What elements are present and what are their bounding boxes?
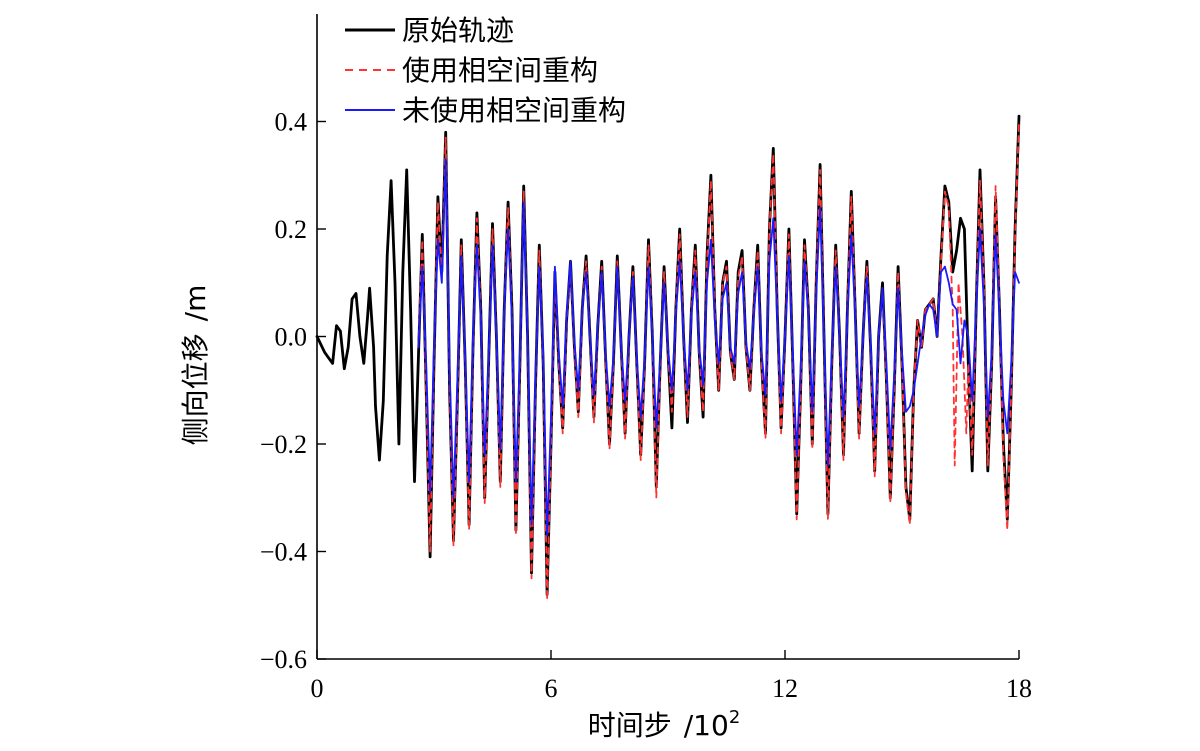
x-axis-unit-exponent: 2: [729, 707, 740, 728]
y-axis-label: 侧向位移: [179, 333, 212, 445]
y-axis-unit: /m: [179, 285, 212, 322]
y-axis-title: 侧向位移/m: [179, 285, 212, 446]
x-tick-label: 6: [545, 674, 558, 703]
legend-label-1: 原始轨迹: [402, 14, 514, 47]
y-tick-label: −0.4: [260, 538, 307, 567]
x-axis-unit: /10: [684, 709, 729, 742]
legend-label-3: 未使用相空间重构: [402, 94, 626, 127]
y-tick-label: 0.0: [275, 323, 308, 352]
series-group: [315, 114, 1021, 601]
series-line-2: [417, 120, 1020, 601]
y-tick-label: −0.2: [260, 430, 307, 459]
x-tick-label: 18: [1006, 674, 1032, 703]
y-tick-label: 0.4: [275, 108, 308, 137]
x-tick-label: 12: [772, 674, 798, 703]
legend-label-2: 使用相空间重构: [402, 54, 598, 87]
y-tick-label: −0.6: [260, 645, 307, 674]
series-line-3: [417, 158, 1020, 537]
x-axis-title: 时间步/102: [588, 707, 741, 742]
x-axis-label: 时间步: [588, 709, 672, 742]
x-tick-label: 0: [311, 674, 324, 703]
y-tick-label: 0.2: [275, 215, 308, 244]
tick-labels: 0 6 12 18 −0.6 −0.4 −0.2 0.0 0.2 0.4: [260, 108, 1032, 704]
